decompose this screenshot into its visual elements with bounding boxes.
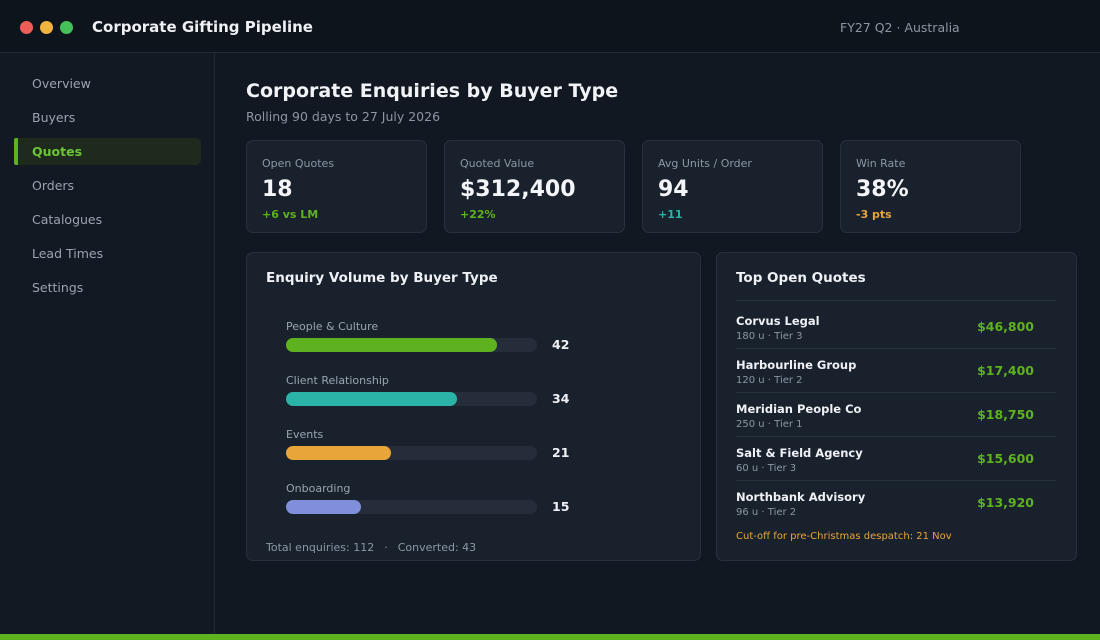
quote-amount: $13,920 <box>977 495 1034 510</box>
divider <box>736 480 1056 481</box>
sidebar-item-buyers[interactable]: Buyers <box>32 110 76 125</box>
bar <box>286 338 497 352</box>
quote-meta: 250 u · Tier 1 <box>736 419 803 430</box>
quote-buyer-name[interactable]: Salt & Field Agency <box>736 446 863 460</box>
kpi-delta: -3 pts <box>856 208 892 221</box>
bar-track <box>286 392 537 406</box>
bar <box>286 500 362 514</box>
quote-meta: 180 u · Tier 3 <box>736 331 803 342</box>
quote-meta: 96 u · Tier 2 <box>736 507 797 518</box>
divider <box>736 300 1056 301</box>
bar <box>286 446 392 460</box>
minimize-window-button[interactable] <box>40 21 53 34</box>
kpi-card-win-rate: Win Rate 38% -3 pts <box>840 140 1021 233</box>
top-quotes-panel <box>716 252 1077 561</box>
title-bar: Corporate Gifting Pipeline FY27 Q2 · Aus… <box>0 0 1100 53</box>
kpi-value: 38% <box>856 177 909 202</box>
kpi-delta: +22% <box>460 208 496 221</box>
bar-track <box>286 446 537 460</box>
kpi-value: 18 <box>262 177 293 202</box>
quote-buyer-name[interactable]: Corvus Legal <box>736 314 820 328</box>
despatch-cutoff-note: Cut-off for pre-Christmas despatch: 21 N… <box>736 531 952 542</box>
kpi-label: Open Quotes <box>262 157 335 170</box>
divider <box>736 348 1056 349</box>
total-enquiries: Total enquiries: 112 <box>266 541 375 554</box>
enquiry-totals: Total enquiries: 112 · Converted: 43 <box>266 541 476 554</box>
period-selector[interactable]: FY27 Q2 · Australia <box>840 20 960 35</box>
kpi-delta: +11 <box>658 208 683 221</box>
page-subtitle: Rolling 90 days to 27 July 2026 <box>246 109 441 124</box>
accent-bar <box>0 634 1100 640</box>
quote-amount: $17,400 <box>977 363 1034 378</box>
close-window-button[interactable] <box>20 21 33 34</box>
sidebar-item-orders[interactable]: Orders <box>32 178 75 193</box>
sidebar-item-quotes[interactable]: Quotes <box>14 138 201 165</box>
kpi-label: Win Rate <box>856 157 906 170</box>
totals-separator: · <box>384 541 388 554</box>
quote-buyer-name[interactable]: Harbourline Group <box>736 358 857 372</box>
bar-value-label: 42 <box>552 337 570 352</box>
kpi-card-avg-units: Avg Units / Order 94 +11 <box>642 140 823 233</box>
bar-value-label: 34 <box>552 391 570 406</box>
bar-label: Client Relationship <box>286 374 389 387</box>
app-title: Corporate Gifting Pipeline <box>92 18 313 36</box>
sidebar-item-overview[interactable]: Overview <box>32 76 91 91</box>
bar-track <box>286 500 537 514</box>
kpi-value: $312,400 <box>460 177 576 202</box>
converted-count: Converted: 43 <box>397 541 477 554</box>
bar-value-label: 15 <box>552 499 570 514</box>
quotes-panel-title: Top Open Quotes <box>736 270 866 286</box>
sidebar-item-settings[interactable]: Settings <box>32 280 84 295</box>
quote-amount: $18,750 <box>977 407 1034 422</box>
quote-buyer-name[interactable]: Northbank Advisory <box>736 490 866 504</box>
bar-label: Events <box>286 428 324 441</box>
bar-label: People & Culture <box>286 320 379 333</box>
enquiry-volume-panel <box>246 252 701 561</box>
divider <box>736 436 1056 437</box>
bar-track <box>286 338 537 352</box>
sidebar-item-lead-times[interactable]: Lead Times <box>32 246 104 261</box>
enquiry-panel-title: Enquiry Volume by Buyer Type <box>266 270 498 286</box>
kpi-card-open-quotes: Open Quotes 18 +6 vs LM <box>246 140 427 233</box>
kpi-card-quoted-value: Quoted Value $312,400 +22% <box>444 140 625 233</box>
quote-amount: $15,600 <box>977 451 1034 466</box>
sidebar-item-catalogues[interactable]: Catalogues <box>32 212 103 227</box>
quote-meta: 120 u · Tier 2 <box>736 375 803 386</box>
kpi-label: Quoted Value <box>460 157 535 170</box>
bar <box>286 392 457 406</box>
quote-buyer-name[interactable]: Meridian People Co <box>736 402 862 416</box>
quote-meta: 60 u · Tier 3 <box>736 463 797 474</box>
page-title: Corporate Enquiries by Buyer Type <box>246 80 619 102</box>
kpi-value: 94 <box>658 177 689 202</box>
kpi-delta: +6 vs LM <box>262 208 319 221</box>
bar-label: Onboarding <box>286 482 351 495</box>
divider <box>736 392 1056 393</box>
quote-amount: $46,800 <box>977 319 1034 334</box>
maximize-window-button[interactable] <box>60 21 73 34</box>
kpi-label: Avg Units / Order <box>658 157 752 170</box>
bar-value-label: 21 <box>552 445 570 460</box>
